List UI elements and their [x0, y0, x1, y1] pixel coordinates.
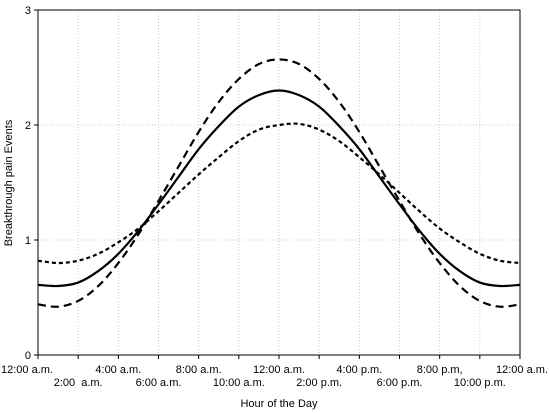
grid-layer: [38, 10, 520, 355]
series-line-dotted: [37, 122, 521, 265]
x-tick-label: 4:00 p.m.: [336, 364, 382, 376]
x-tick-labels: 12:00 a.m.2:00 a.m.4:00 a.m.6:00 a.m.8:0…: [1, 355, 548, 389]
y-axis-label: Breakthrough pain Events: [3, 119, 15, 246]
x-tick-label: 6:00 a.m.: [136, 377, 182, 389]
x-tick-label: 2:00 a.m.: [54, 377, 103, 389]
y-tick-labels: 0 1 2 3: [25, 5, 38, 362]
y-tick-label: 3: [25, 5, 31, 17]
series-layer: [37, 58, 521, 308]
y-tick-label: 1: [25, 235, 31, 247]
x-tick-label: 6:00 p.m.: [377, 377, 423, 389]
x-tick-label: 10:00 a.m.: [213, 377, 265, 389]
x-tick-label: 8:00 p.m,: [417, 364, 463, 376]
x-tick-label: 12:00 a.m.: [496, 364, 548, 376]
series-line-solid: [37, 89, 521, 288]
x-tick-label: 2:00 p.m.: [296, 377, 342, 389]
x-tick-label: 4:00 a.m.: [95, 364, 141, 376]
y-tick-label: 2: [25, 120, 31, 132]
x-tick-label: 12:00 a.m.: [253, 364, 305, 376]
x-tick-label: 8:00 a.m.: [176, 364, 222, 376]
x-tick-label: 12:00 a.m.: [1, 364, 53, 376]
y-tick-label: 0: [25, 350, 31, 362]
series-line-dashed: [37, 58, 521, 308]
x-axis-label: Hour of the Day: [240, 398, 318, 410]
x-tick-label: 10:00 p.m.: [454, 377, 506, 389]
